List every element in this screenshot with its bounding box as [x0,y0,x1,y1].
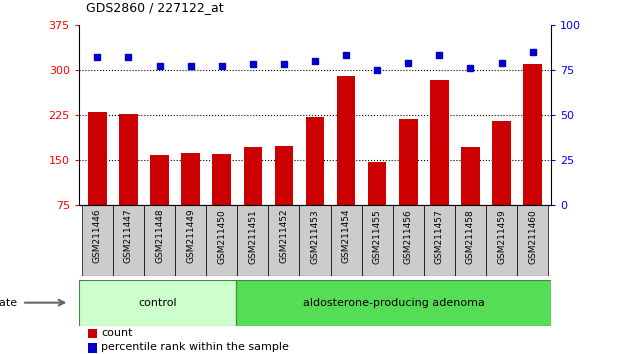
Text: control: control [138,298,177,308]
Text: GSM211451: GSM211451 [248,209,257,264]
Bar [113,205,144,276]
Bar [299,205,331,276]
Text: disease state: disease state [0,298,17,308]
Text: percentile rank within the sample: percentile rank within the sample [101,342,289,353]
Bar [275,146,293,205]
Bar [144,205,175,276]
Bar [88,343,97,353]
Text: GSM211459: GSM211459 [497,209,506,264]
Bar [461,147,480,205]
Text: GSM211447: GSM211447 [124,209,133,263]
Bar [399,119,418,205]
Bar [175,205,206,276]
Text: GSM211458: GSM211458 [466,209,475,264]
Bar [486,205,517,276]
Bar [424,205,455,276]
Bar [524,64,542,205]
Bar [268,205,299,276]
Text: count: count [101,328,133,338]
Bar [392,205,424,276]
Text: GSM211448: GSM211448 [155,209,164,263]
Text: GSM211456: GSM211456 [404,209,413,264]
Bar [236,280,551,326]
Bar [362,205,392,276]
Bar [212,154,231,205]
Text: GSM211453: GSM211453 [311,209,319,264]
Bar [119,114,138,205]
Text: GSM211455: GSM211455 [373,209,382,264]
Bar [150,155,169,205]
Text: GSM211450: GSM211450 [217,209,226,264]
Text: GSM211460: GSM211460 [528,209,537,264]
Bar [306,117,324,205]
Text: GSM211446: GSM211446 [93,209,102,263]
Bar [244,147,262,205]
Bar [492,121,511,205]
Text: GSM211449: GSM211449 [186,209,195,263]
Bar [82,205,113,276]
Bar [88,329,97,338]
Bar [517,205,548,276]
Text: aldosterone-producing adenoma: aldosterone-producing adenoma [303,298,484,308]
Text: GSM211457: GSM211457 [435,209,444,264]
Bar [430,80,449,205]
Bar [455,205,486,276]
Bar [79,280,236,326]
Text: GSM211452: GSM211452 [280,209,289,263]
Bar [331,205,362,276]
Bar [181,153,200,205]
Bar [238,205,268,276]
Text: GSM211454: GSM211454 [341,209,350,263]
Bar [88,112,106,205]
Bar [368,162,386,205]
Bar [337,76,355,205]
Text: GDS2860 / 227122_at: GDS2860 / 227122_at [86,1,223,14]
Bar [206,205,238,276]
